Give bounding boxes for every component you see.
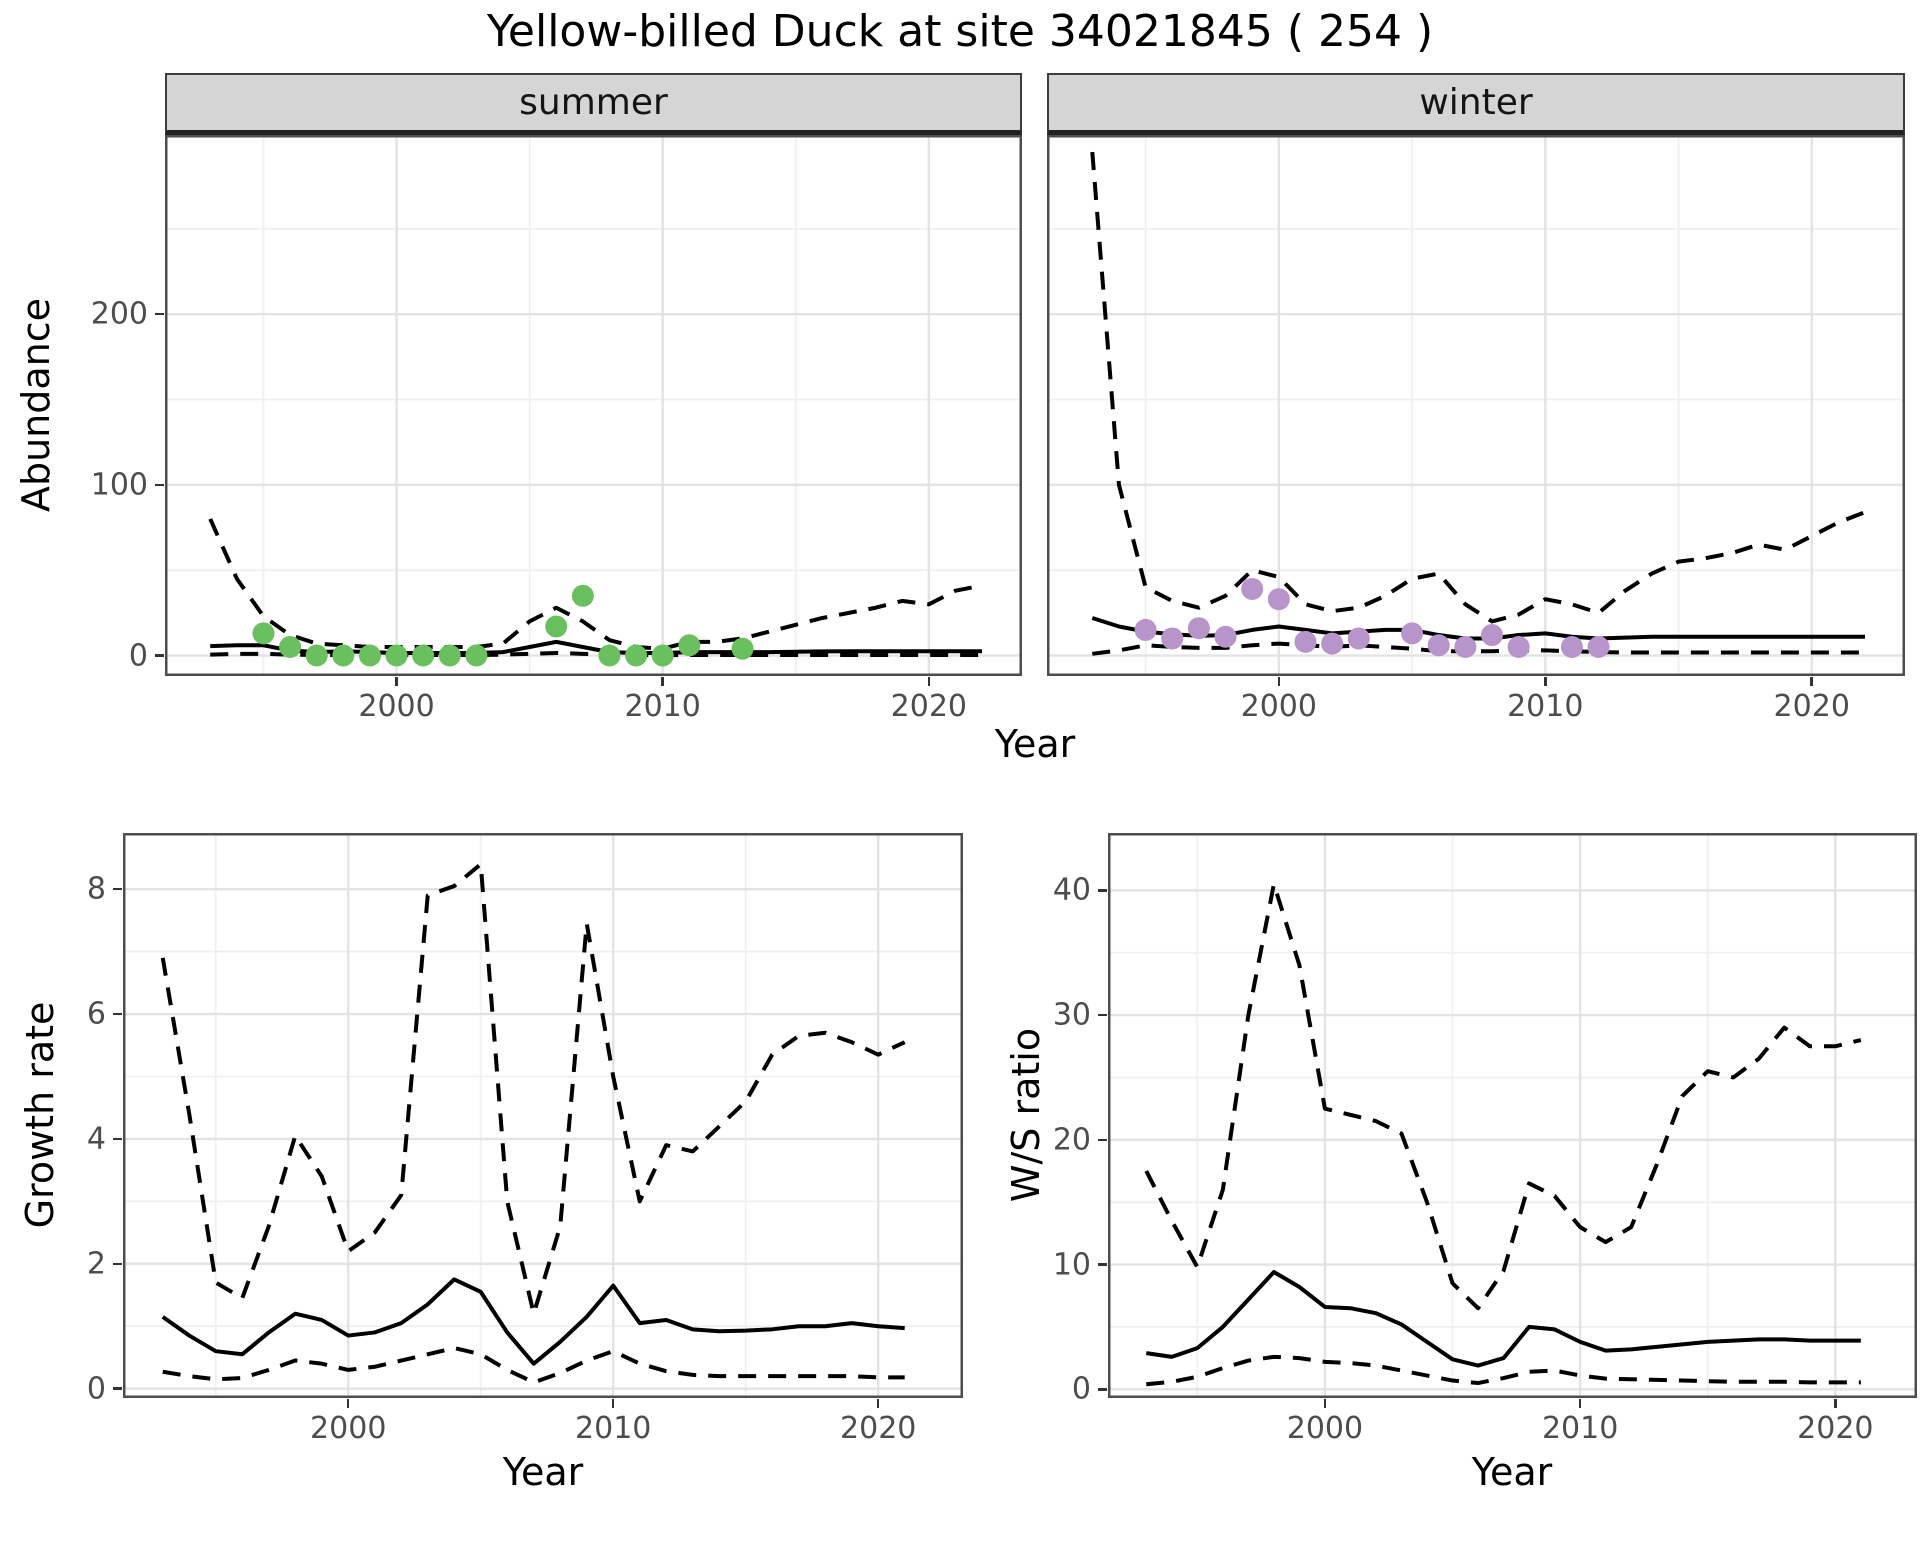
x-tick-label: 2010 [624, 689, 701, 724]
y-tick-mark [113, 1012, 122, 1016]
y-tick-label: 200 [90, 296, 148, 332]
growth-rate-axis-title: Growth rate [18, 1001, 62, 1229]
x-tick-label: 2020 [1797, 1411, 1874, 1446]
x-tick-label: 2020 [840, 1411, 917, 1446]
ws-year-axis-title: Year [1471, 1450, 1553, 1494]
x-tick-mark [611, 1399, 615, 1408]
x-tick-label: 2000 [1240, 689, 1317, 724]
x-tick-label: 2010 [575, 1411, 652, 1446]
x-tick-mark [927, 677, 931, 686]
y-tick-mark [155, 312, 164, 316]
abundance-axis-title: Abundance [14, 297, 58, 513]
y-tick-mark [1098, 1138, 1107, 1142]
y-tick-label: 8 [86, 871, 106, 907]
page-title: Yellow-billed Duck at site 34021845 ( 25… [486, 6, 1434, 57]
y-tick-label: 0 [128, 638, 148, 674]
x-tick-label: 2000 [358, 689, 435, 724]
y-tick-mark [1098, 1013, 1107, 1017]
x-tick-mark [1277, 677, 1281, 686]
x-tick-label: 2020 [890, 689, 968, 724]
y-tick-mark [1098, 1388, 1107, 1391]
y-tick-label: 2 [86, 1246, 106, 1282]
x-tick-mark [1578, 1399, 1582, 1408]
y-tick-label: 0 [1071, 1371, 1091, 1407]
y-tick-mark [113, 1137, 122, 1141]
y-tick-label: 100 [90, 467, 148, 503]
facet-strip-winter: winter [1047, 73, 1905, 135]
growth-rate-chart [123, 833, 963, 1398]
x-tick-mark [1834, 1399, 1837, 1408]
x-tick-mark [876, 1399, 880, 1408]
y-tick-mark [113, 887, 122, 891]
y-tick-label: 10 [1052, 1247, 1091, 1283]
y-tick-label: 4 [86, 1121, 106, 1157]
top-year-axis-title: Year [994, 722, 1076, 766]
facet-label-winter: winter [1419, 82, 1533, 123]
y-tick-label: 6 [86, 996, 106, 1032]
x-tick-label: 2010 [1541, 1411, 1619, 1446]
x-tick-mark [1810, 677, 1813, 686]
x-tick-mark [1544, 677, 1547, 686]
winter-abundance-chart [1047, 135, 1905, 676]
ws-ratio-axis-title: W/S ratio [1004, 1027, 1048, 1203]
x-tick-mark [1323, 1399, 1327, 1408]
y-tick-mark [113, 1262, 122, 1266]
y-tick-mark [1098, 1263, 1107, 1266]
y-tick-label: 30 [1052, 997, 1091, 1033]
x-tick-label: 2020 [1773, 689, 1850, 724]
x-tick-mark [346, 1399, 350, 1408]
facet-strip-summer: summer [165, 73, 1022, 135]
y-tick-mark [1098, 889, 1107, 892]
growth-year-axis-title: Year [502, 1450, 584, 1494]
x-tick-mark [395, 677, 398, 686]
x-tick-mark [661, 677, 664, 686]
ws-ratio-chart [1108, 833, 1917, 1398]
x-tick-label: 2010 [1507, 689, 1584, 724]
y-tick-label: 0 [86, 1371, 106, 1407]
y-tick-mark [155, 654, 164, 657]
x-tick-label: 2000 [310, 1411, 387, 1446]
x-tick-label: 2000 [1286, 1411, 1364, 1446]
summer-abundance-chart [165, 135, 1022, 676]
y-tick-mark [155, 483, 164, 487]
y-tick-label: 40 [1052, 872, 1091, 908]
y-tick-mark [113, 1387, 122, 1390]
y-tick-label: 20 [1052, 1122, 1091, 1158]
facet-label-summer: summer [519, 82, 668, 123]
